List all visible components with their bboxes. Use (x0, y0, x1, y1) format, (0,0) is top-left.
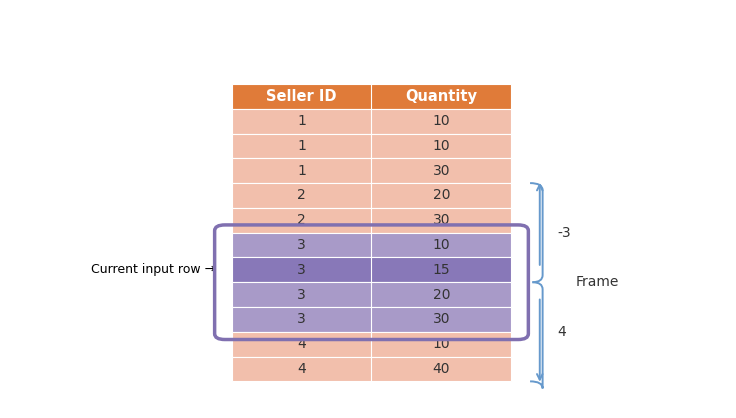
Text: 3: 3 (297, 238, 306, 252)
Text: 3: 3 (297, 263, 306, 277)
Text: Quantity: Quantity (406, 89, 478, 104)
Bar (232, 282, 512, 307)
Text: Seller ID: Seller ID (266, 89, 337, 104)
Text: 10: 10 (433, 139, 450, 153)
Text: 1: 1 (297, 164, 306, 178)
Text: Current input row →: Current input row → (91, 263, 215, 276)
Text: 2: 2 (297, 213, 306, 227)
Bar (232, 307, 512, 332)
Text: 4: 4 (297, 362, 306, 376)
Text: 10: 10 (433, 114, 450, 128)
Text: 1: 1 (297, 114, 306, 128)
Bar (232, 158, 512, 183)
Bar (232, 183, 512, 208)
Bar (232, 357, 512, 381)
Text: 30: 30 (433, 164, 450, 178)
Bar (232, 109, 512, 133)
Bar (232, 332, 512, 357)
Text: 4: 4 (557, 325, 566, 339)
Bar (232, 84, 512, 109)
Text: 3: 3 (297, 312, 306, 326)
Text: 2: 2 (297, 189, 306, 202)
Text: 10: 10 (433, 238, 450, 252)
Bar (232, 208, 512, 233)
Text: 4: 4 (297, 337, 306, 351)
Bar (232, 257, 512, 282)
Bar (232, 233, 512, 257)
Text: 40: 40 (433, 362, 450, 376)
Text: 20: 20 (433, 189, 450, 202)
Bar (232, 133, 512, 158)
Text: 10: 10 (433, 337, 450, 351)
Text: 20: 20 (433, 288, 450, 302)
Text: 1: 1 (297, 139, 306, 153)
Text: 30: 30 (433, 213, 450, 227)
Text: -3: -3 (557, 226, 570, 240)
Text: 15: 15 (433, 263, 450, 277)
Text: 30: 30 (433, 312, 450, 326)
Text: 3: 3 (297, 288, 306, 302)
Text: Frame: Frame (576, 275, 619, 289)
